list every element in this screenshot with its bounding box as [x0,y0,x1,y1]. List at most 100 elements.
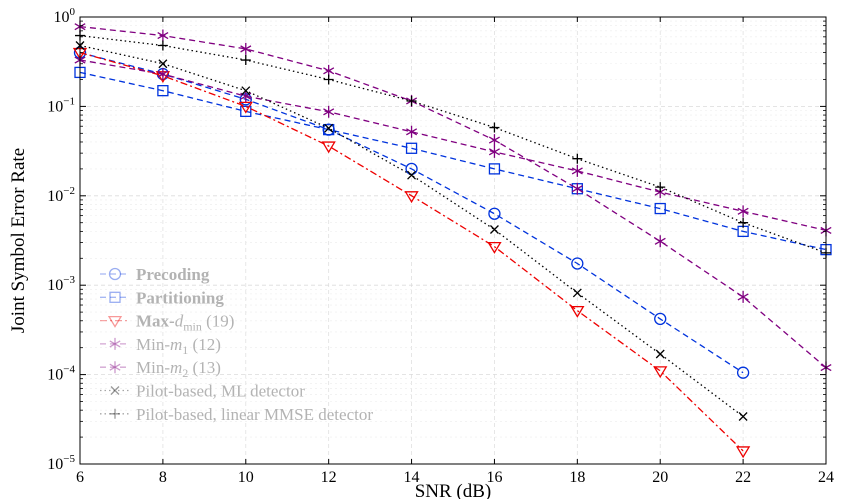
legend-entry: Pilot-based, linear MMSE detector [100,405,373,424]
legend: Precoding Partitioning Max-dmin (19)Min-m1… [100,265,373,424]
y-tick-label: 10−4 [47,364,75,384]
data-point [488,207,501,220]
x-tick-label: 6 [76,469,84,486]
y-axis-label: Joint Symbol Error Rate [8,148,29,333]
legend-marker [107,315,123,328]
x-tick-label: 20 [652,469,668,486]
y-tick-label: 10−1 [47,95,75,115]
data-point [240,55,251,66]
data-point [489,225,499,234]
axis-ticks: 6 8 10 12 14 16 18 20 22 24 10−5 10−4 10−3 10−2 10−1 10… [47,6,834,486]
data-point [654,202,666,215]
legend-label: Precoding [136,265,210,284]
data-point [571,164,583,177]
data-point [737,205,749,218]
legend-marker [109,361,121,374]
data-point [157,85,169,97]
data-point [324,123,334,133]
series-line [79,59,827,232]
data-point [571,182,583,195]
legend-marker [110,386,120,395]
data-point [157,29,169,42]
legend-label: Max-dmin (19) [136,312,234,334]
data-point [572,153,583,164]
x-tick-label: 24 [818,469,834,486]
legend-entry: Partitioning [100,288,224,307]
y-tick-label: 10−2 [47,185,75,205]
y-tick-label: 100 [54,6,76,26]
data-point [488,145,500,158]
data-point [405,142,418,154]
plot-frame [79,16,827,465]
data-point [238,101,253,114]
data-point [655,349,665,359]
data-point [572,288,582,298]
data-point [157,40,168,51]
series-2 [74,66,832,256]
x-tick-label: 14 [404,469,420,486]
series-line [79,51,744,374]
series-line [79,51,744,452]
data-point [240,105,252,118]
legend-label: Partitioning [136,288,224,307]
legend-entry: Min-m1 (12) [100,335,221,357]
data-point [323,74,334,85]
series-line [79,44,744,418]
legend-marker [110,408,120,419]
legend-entry: Min-m2 (13) [100,358,221,380]
data-point [407,170,417,180]
data-point [321,141,336,154]
y-tick-label: 10−5 [47,453,75,473]
x-tick-label: 16 [486,469,502,486]
data-point [654,312,667,326]
data-point [323,105,335,118]
data-point [488,134,500,147]
x-axis-label: SNR (dB) [415,481,492,499]
x-tick-label: 18 [569,469,585,486]
data-point [738,412,748,421]
legend-entry: Precoding [100,265,210,284]
x-tick-label: 12 [321,469,337,486]
legend-entry: Pilot-based, ML detector [100,382,305,401]
data-point [489,122,500,133]
legend-marker [108,267,122,281]
data-point [570,305,585,318]
series-7 [75,30,831,258]
legend-label: Min-m2 (13) [136,358,221,380]
series-line [79,25,827,368]
data-point [406,125,418,138]
x-tick-label: 22 [735,469,751,486]
data-point [404,191,419,204]
data-point [571,257,584,270]
series-4 [74,54,832,237]
data-point [240,42,252,55]
legend-label: Pilot-based, ML detector [136,382,305,401]
series-layer [72,20,832,459]
y-tick-label: 10−3 [47,274,75,294]
data-point [158,59,168,69]
grid-lines [79,16,827,465]
data-point [406,95,417,106]
x-tick-label: 10 [238,469,254,486]
data-point [737,290,749,303]
series-6 [75,41,748,421]
data-point [654,235,666,248]
series-3 [72,47,751,459]
data-point [487,241,502,254]
data-point [735,446,751,459]
legend-marker [109,337,121,350]
legend-entry: Max-dmin (19) [100,312,234,334]
legend-label: Min-m1 (12) [136,335,221,357]
data-point [738,217,749,228]
series-5 [74,20,832,374]
data-point [157,68,169,81]
data-point [655,182,666,193]
legend-label: Pilot-based, linear MMSE detector [136,405,373,424]
data-point [488,163,501,175]
x-tick-label: 8 [159,469,167,486]
data-point [653,366,668,379]
legend-marker [109,291,121,303]
data-point [323,123,335,136]
data-point [241,86,251,96]
